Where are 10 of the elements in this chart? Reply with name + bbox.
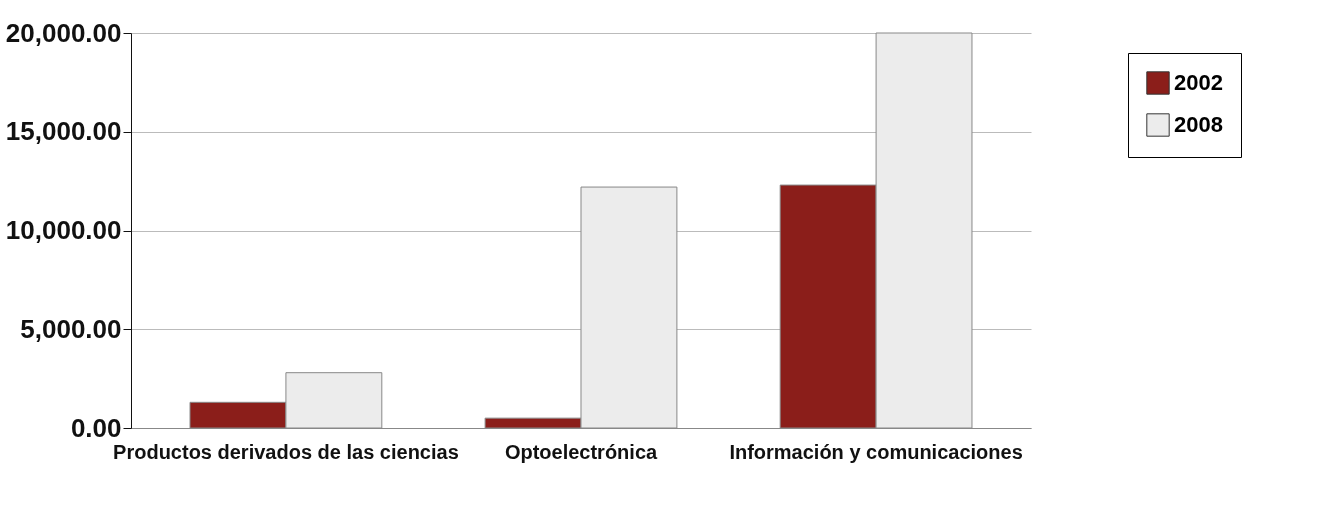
y-tick-label: 0.00 bbox=[70, 412, 122, 443]
y-tick-label: 10,000.00 bbox=[5, 215, 122, 245]
legend-label: 2008 bbox=[1174, 112, 1223, 137]
legend-label: 2002 bbox=[1174, 70, 1223, 95]
y-tick-label: 15,000.00 bbox=[5, 116, 122, 147]
x-tick-label: Optoelectrónica bbox=[504, 440, 658, 463]
y-tick-label: 20,000.00 bbox=[5, 17, 122, 48]
y-tick-label: 5,000.00 bbox=[20, 313, 122, 344]
x-tick-label: Información y comunicaciones bbox=[729, 440, 1023, 463]
x-tick-label: Productos derivados de las ciencias bbox=[113, 440, 459, 463]
